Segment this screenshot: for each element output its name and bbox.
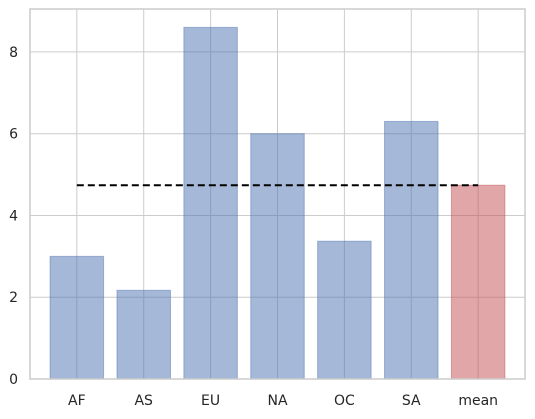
x-axis-tick-labels: AF AS EU NA OC SA mean — [68, 393, 498, 409]
bar-eu — [183, 26, 238, 380]
y-tick-label: 0 — [9, 372, 18, 388]
y-tick-label: 8 — [9, 45, 18, 61]
x-tick-label: NA — [267, 393, 287, 409]
bars — [49, 26, 506, 380]
plot-frame — [29, 8, 526, 380]
bar-sa — [384, 120, 439, 380]
y-tick-label: 6 — [9, 127, 18, 143]
y-tick-label: 2 — [9, 290, 18, 306]
axes-frame — [29, 8, 526, 380]
y-tick-label: 4 — [9, 208, 18, 224]
x-tick-label: SA — [402, 393, 421, 409]
x-tick-label: AF — [68, 393, 86, 409]
x-tick-label: OC — [334, 393, 355, 409]
bar-na — [250, 133, 305, 380]
x-tick-label: AS — [134, 393, 153, 409]
bar-oc — [317, 240, 372, 380]
y-axis-tick-labels: 0 2 4 6 8 — [9, 45, 18, 388]
bar-af — [49, 255, 105, 380]
bar-as — [116, 289, 171, 380]
x-tick-label: mean — [458, 393, 498, 409]
x-tick-label: EU — [201, 393, 220, 409]
bar-mean — [450, 184, 506, 380]
